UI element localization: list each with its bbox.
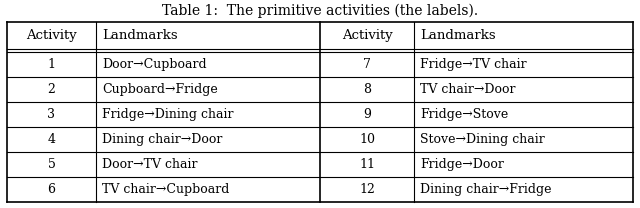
Text: Dining chair→Door: Dining chair→Door xyxy=(102,133,222,146)
Text: Activity: Activity xyxy=(26,29,77,42)
Text: Cupboard→Fridge: Cupboard→Fridge xyxy=(102,83,218,96)
Text: 10: 10 xyxy=(359,133,375,146)
Text: TV chair→Cupboard: TV chair→Cupboard xyxy=(102,183,229,196)
Text: Fridge→Door: Fridge→Door xyxy=(420,158,504,171)
Text: Table 1:  The primitive activities (the labels).: Table 1: The primitive activities (the l… xyxy=(162,4,478,18)
Text: 1: 1 xyxy=(47,58,56,71)
Text: Fridge→Dining chair: Fridge→Dining chair xyxy=(102,108,234,121)
Text: 3: 3 xyxy=(47,108,56,121)
Text: 8: 8 xyxy=(363,83,371,96)
Text: Door→TV chair: Door→TV chair xyxy=(102,158,198,171)
Text: 2: 2 xyxy=(47,83,56,96)
Text: TV chair→Door: TV chair→Door xyxy=(420,83,515,96)
Text: 9: 9 xyxy=(363,108,371,121)
Text: 11: 11 xyxy=(359,158,375,171)
Text: Stove→Dining chair: Stove→Dining chair xyxy=(420,133,545,146)
Text: Fridge→Stove: Fridge→Stove xyxy=(420,108,508,121)
Text: Activity: Activity xyxy=(342,29,392,42)
Text: Landmarks: Landmarks xyxy=(102,29,178,42)
Text: Dining chair→Fridge: Dining chair→Fridge xyxy=(420,183,552,196)
Text: 6: 6 xyxy=(47,183,56,196)
Text: 5: 5 xyxy=(47,158,56,171)
Text: 12: 12 xyxy=(359,183,375,196)
Text: Fridge→TV chair: Fridge→TV chair xyxy=(420,58,527,71)
Text: Landmarks: Landmarks xyxy=(420,29,495,42)
Text: 4: 4 xyxy=(47,133,56,146)
Text: Door→Cupboard: Door→Cupboard xyxy=(102,58,207,71)
Text: 7: 7 xyxy=(363,58,371,71)
